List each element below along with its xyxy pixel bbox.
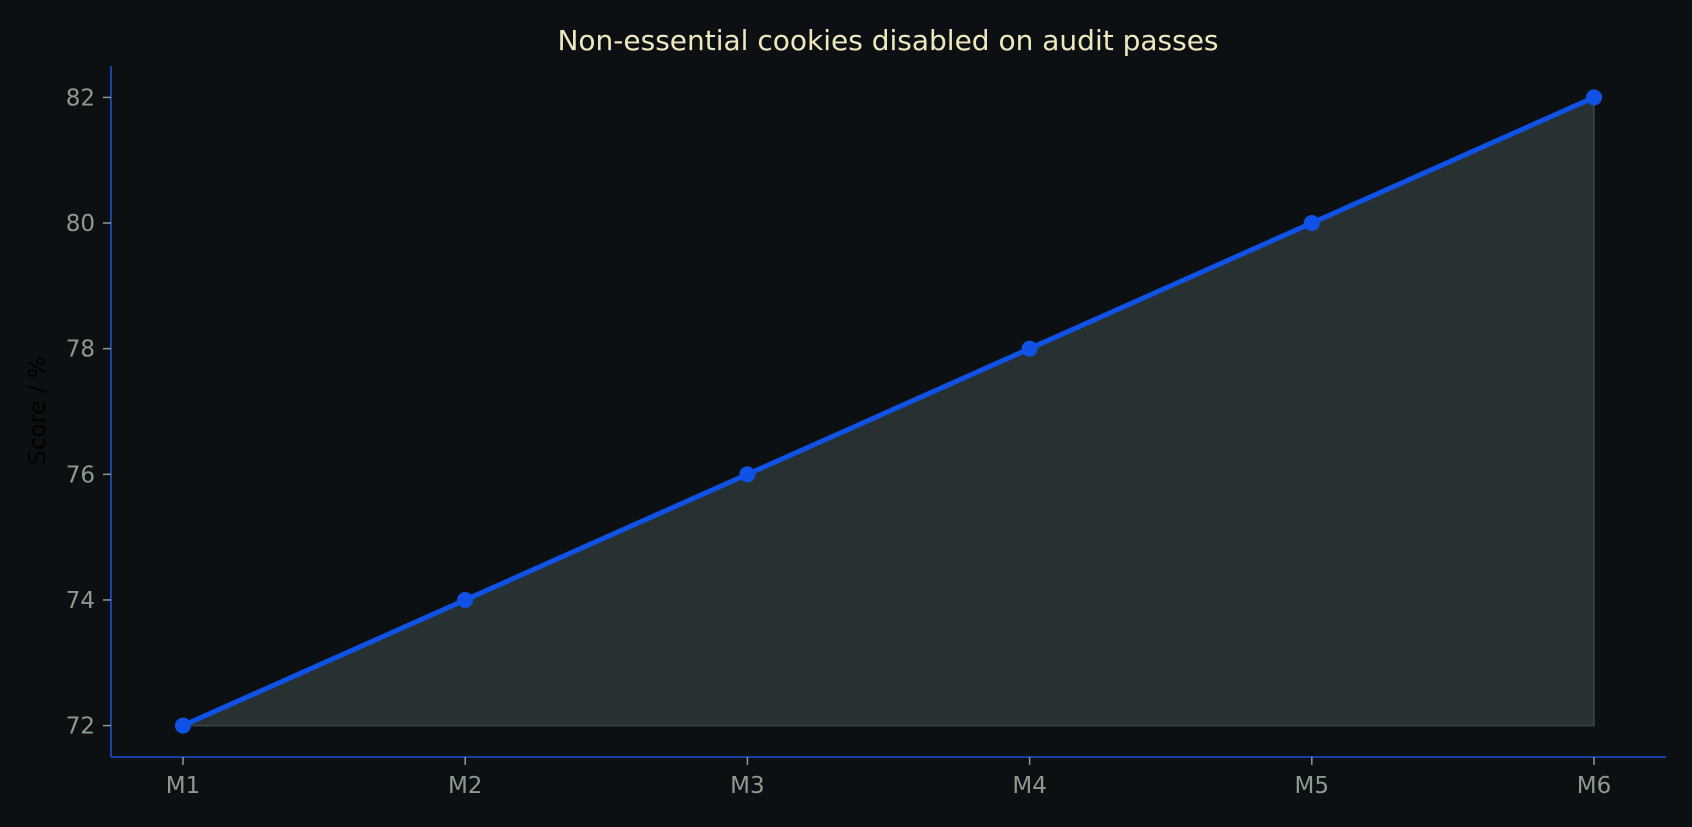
data-point-m4 <box>1021 340 1038 357</box>
x-tick-label: M4 <box>1012 773 1046 799</box>
plot-area <box>175 89 1602 734</box>
y-axis-label: Score / % <box>25 356 51 465</box>
y-tick-label: 72 <box>66 714 95 740</box>
y-axis-ticks: 72 74 76 78 80 82 <box>66 85 111 740</box>
y-tick-label: 78 <box>66 337 95 363</box>
y-tick-label: 74 <box>66 588 95 614</box>
x-tick-label: M1 <box>166 773 200 799</box>
x-axis-ticks: M1 M2 M3 M4 M5 M6 <box>166 757 1611 799</box>
series-line <box>180 94 1597 729</box>
y-tick-label: 82 <box>66 85 95 111</box>
data-point-m2 <box>457 591 474 608</box>
y-tick-label: 80 <box>66 211 95 237</box>
data-point-m3 <box>739 466 756 483</box>
data-point-m5 <box>1303 215 1320 232</box>
y-tick-label: 76 <box>66 462 95 488</box>
x-tick-label: M6 <box>1577 773 1611 799</box>
data-point-m6 <box>1586 89 1602 106</box>
x-tick-label: M3 <box>730 773 764 799</box>
x-tick-label: M2 <box>448 773 482 799</box>
data-point-m1 <box>175 717 191 734</box>
x-tick-label: M5 <box>1295 773 1329 799</box>
chart-title: Non-essential cookies disabled on audit … <box>557 24 1218 57</box>
series-markers <box>175 89 1602 734</box>
